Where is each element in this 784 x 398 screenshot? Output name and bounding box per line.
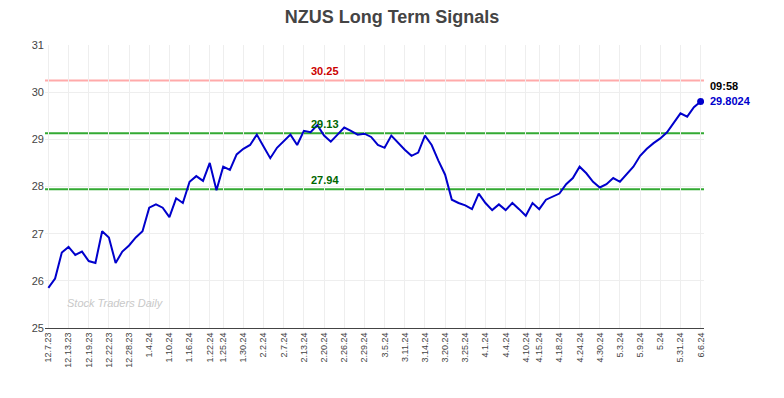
svg-text:29: 29 <box>32 133 44 145</box>
svg-text:27.94: 27.94 <box>311 174 339 186</box>
svg-text:3.20.24: 3.20.24 <box>440 333 450 363</box>
svg-text:5.31.24: 5.31.24 <box>675 333 685 363</box>
svg-text:5.24: 5.24 <box>655 333 665 351</box>
svg-text:4.10.24: 4.10.24 <box>521 333 531 363</box>
svg-text:4.30.24: 4.30.24 <box>595 333 605 363</box>
svg-text:2.7.24: 2.7.24 <box>279 333 289 358</box>
svg-text:12.22.23: 12.22.23 <box>104 333 114 368</box>
svg-text:1.16.24: 1.16.24 <box>185 333 195 363</box>
svg-text:NZUS Long Term Signals: NZUS Long Term Signals <box>285 7 500 27</box>
svg-text:4.1.24: 4.1.24 <box>480 333 490 358</box>
svg-text:1.10.24: 1.10.24 <box>164 333 174 363</box>
svg-text:2.26.24: 2.26.24 <box>339 333 349 363</box>
svg-text:2.29.24: 2.29.24 <box>359 333 369 363</box>
svg-text:29.8024: 29.8024 <box>710 95 751 107</box>
svg-text:27: 27 <box>32 228 44 240</box>
svg-text:1.4.24: 1.4.24 <box>144 333 154 358</box>
svg-text:3.25.24: 3.25.24 <box>460 333 470 363</box>
svg-text:4.24.24: 4.24.24 <box>575 333 585 363</box>
svg-text:2.13.24: 2.13.24 <box>299 333 309 363</box>
svg-text:29.13: 29.13 <box>311 118 339 130</box>
svg-text:2.20.24: 2.20.24 <box>319 333 329 363</box>
svg-text:6.6.24: 6.6.24 <box>696 333 706 358</box>
svg-text:5.9.24: 5.9.24 <box>635 333 645 358</box>
svg-text:25: 25 <box>32 322 44 334</box>
svg-text:28: 28 <box>32 180 44 192</box>
svg-text:4.18.24: 4.18.24 <box>554 333 564 363</box>
svg-text:31: 31 <box>32 39 44 51</box>
svg-text:2.2.24: 2.2.24 <box>258 333 268 358</box>
svg-text:1.22.24: 1.22.24 <box>205 333 215 363</box>
svg-text:5.3.24: 5.3.24 <box>615 333 625 358</box>
svg-text:Stock Traders Daily: Stock Traders Daily <box>67 297 164 309</box>
svg-text:12.7.23: 12.7.23 <box>43 333 53 363</box>
svg-text:3.14.24: 3.14.24 <box>420 333 430 363</box>
svg-text:30: 30 <box>32 86 44 98</box>
svg-text:12.19.23: 12.19.23 <box>84 333 94 368</box>
svg-text:09:58: 09:58 <box>710 80 738 92</box>
svg-text:26: 26 <box>32 275 44 287</box>
svg-text:12.13.23: 12.13.23 <box>63 333 73 368</box>
svg-text:4.4.24: 4.4.24 <box>501 333 511 358</box>
svg-text:1.30.24: 1.30.24 <box>238 333 248 363</box>
svg-text:4.15.24: 4.15.24 <box>534 333 544 363</box>
svg-text:30.25: 30.25 <box>311 65 339 77</box>
svg-text:3.5.24: 3.5.24 <box>380 333 390 358</box>
svg-text:3.11.24: 3.11.24 <box>400 333 410 362</box>
svg-text:1.25.24: 1.25.24 <box>218 333 228 363</box>
svg-text:12.28.23: 12.28.23 <box>124 333 134 368</box>
